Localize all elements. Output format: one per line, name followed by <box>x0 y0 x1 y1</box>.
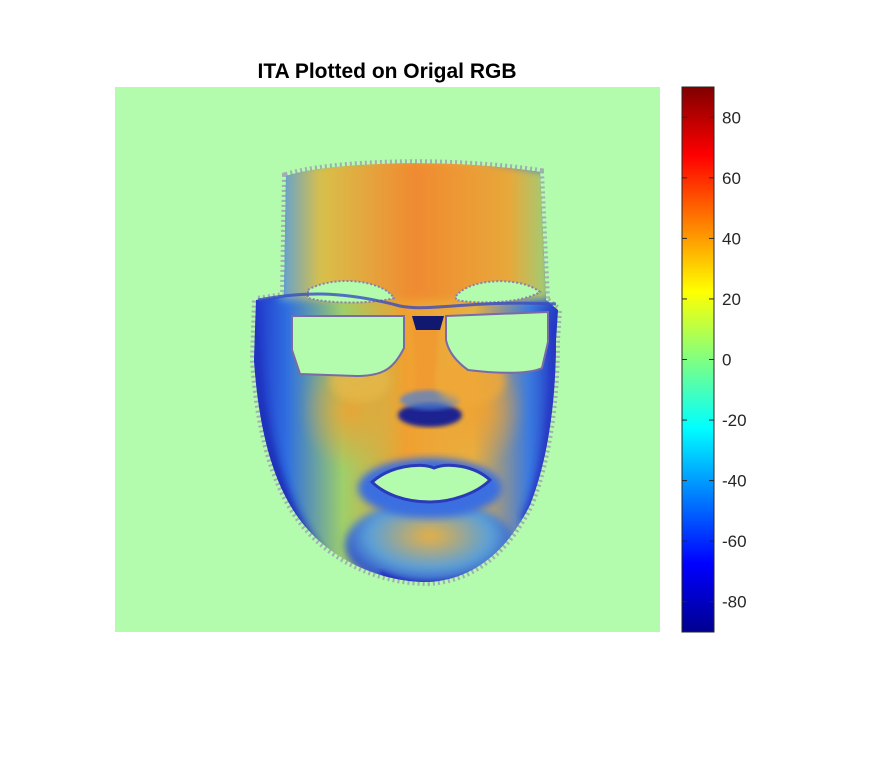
colorbar-tick-label: 60 <box>722 169 741 188</box>
right-eye-cutout <box>455 280 542 304</box>
colorbar-tick-label: 20 <box>722 290 741 309</box>
colorbar-gradient <box>681 86 715 633</box>
colorbar-tick-label: -40 <box>722 472 747 491</box>
colorbar-tick-label: -20 <box>722 411 747 430</box>
mouth-cutout <box>369 463 493 504</box>
colorbar-tick-label: 80 <box>722 108 741 127</box>
colorbar-tick-label: -80 <box>722 593 747 612</box>
left-lens-cutout <box>291 315 405 378</box>
right-lens-cutout <box>445 310 549 374</box>
colorbar-tick-label: 0 <box>722 351 731 370</box>
colorbar-ticks: 80 60 40 20 0 -20 -40 -60 -80 <box>682 108 747 612</box>
chart-title: ITA Plotted on Origal RGB <box>258 60 517 83</box>
left-eye-cutout <box>307 280 396 304</box>
colorbar-tick-label: 40 <box>722 229 741 248</box>
brow-line <box>257 292 557 310</box>
colorbar: 80 60 40 20 0 -20 -40 -60 -80 <box>681 86 747 633</box>
colorbar-tick-label: -60 <box>722 532 747 551</box>
